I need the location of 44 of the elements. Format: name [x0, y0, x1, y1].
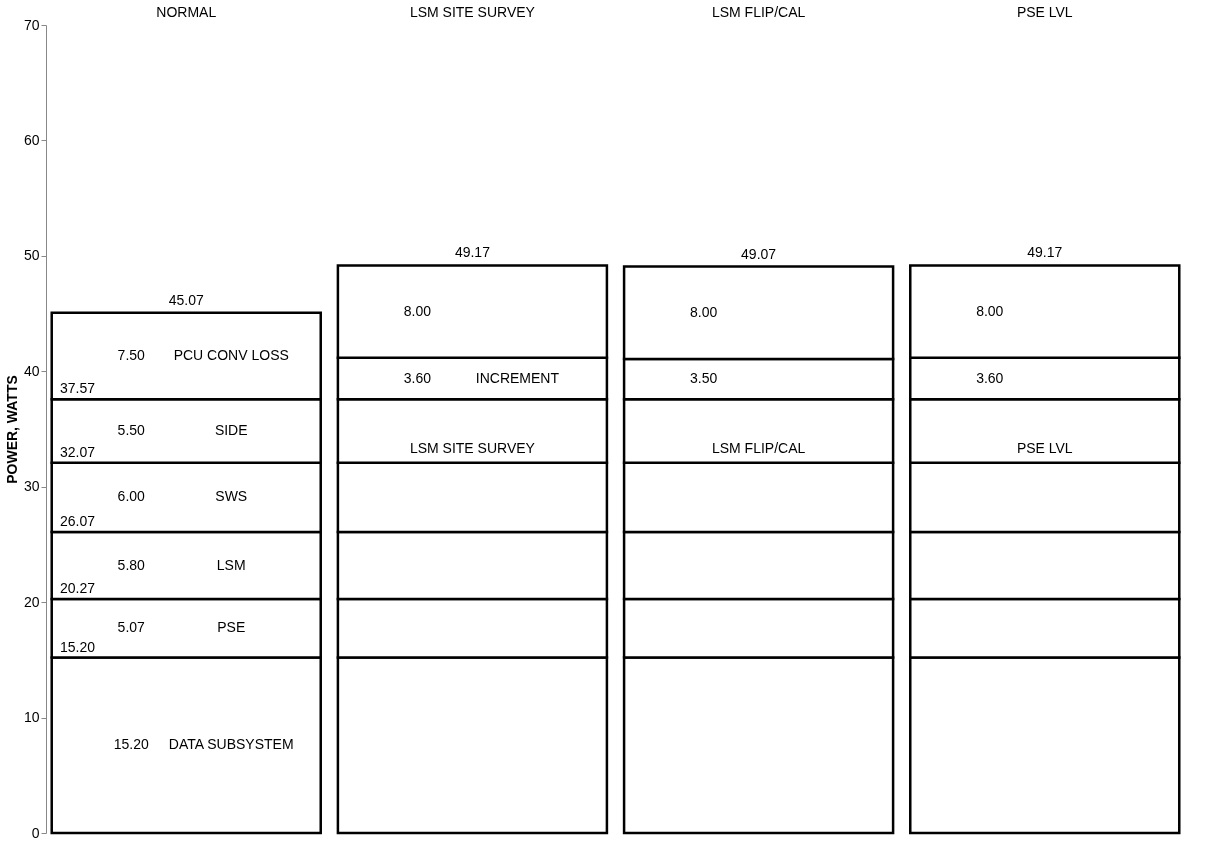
annotation: 32.07 [60, 443, 96, 460]
data-label: 8.00 [976, 302, 1004, 319]
x-tick-label: LSM SITE SURVEY [409, 3, 536, 20]
x-tick-label: PSE LVL [1016, 3, 1073, 20]
series-label: LSM [216, 556, 246, 573]
total-label: 49.07 [741, 245, 777, 262]
annotation: 15.20 [60, 638, 96, 655]
y-tick-label: 60 [23, 131, 40, 148]
data-label: 7.50 [117, 347, 146, 364]
data-label: 15.20 [113, 736, 149, 753]
y-tick-label: 30 [23, 478, 40, 495]
data-label: 8.00 [403, 302, 432, 319]
data-label: 3.60 [403, 369, 432, 386]
y-tick-label: 10 [23, 709, 40, 726]
data-label: 5.07 [117, 619, 146, 636]
series-label: PSE [217, 619, 246, 636]
series-label: SWS [215, 488, 248, 505]
annotation: 37.57 [60, 380, 96, 397]
annotation: LSM FLIP/CAL [711, 440, 806, 457]
series-label: DATA SUBSYSTEM [168, 736, 294, 753]
data-label: 6.00 [117, 488, 146, 505]
data-label: 5.50 [117, 422, 146, 439]
data-label: 5.80 [117, 556, 146, 573]
total-label: 49.17 [454, 244, 491, 261]
data-label: 3.50 [689, 370, 718, 387]
series-label: SIDE [214, 422, 248, 439]
x-tick-label: NORMAL [156, 3, 217, 20]
annotation: PSE LVL [1016, 440, 1073, 457]
y-tick-label: 20 [23, 593, 40, 610]
total-label: 49.17 [1027, 244, 1063, 261]
data-label: 3.60 [976, 369, 1004, 386]
series-label: INCREMENT [475, 369, 560, 386]
series-label: PCU CONV LOSS [173, 347, 289, 364]
total-label: 45.07 [168, 291, 204, 308]
y-axis-title: POWER, WATTS [3, 375, 20, 484]
x-tick-label: LSM FLIP/CAL [711, 3, 806, 20]
y-tick-label: 70 [23, 16, 40, 33]
annotation: LSM SITE SURVEY [409, 440, 536, 457]
data-label: 8.00 [689, 303, 718, 320]
annotation: 20.27 [60, 580, 96, 597]
y-tick-label: 0 [31, 824, 40, 841]
y-tick-label: 40 [23, 362, 40, 379]
y-tick-label: 50 [23, 247, 40, 264]
annotation: 26.07 [60, 513, 96, 530]
